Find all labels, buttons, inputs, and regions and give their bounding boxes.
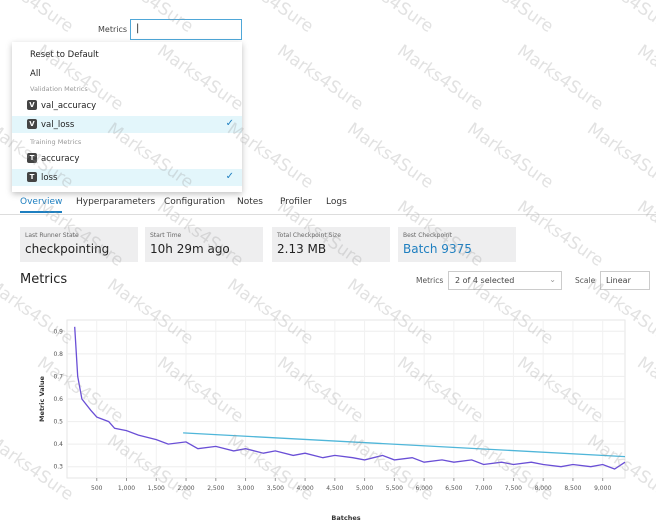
x-tick-label: 4,500	[326, 485, 343, 492]
watermark: Marks4Sure	[0, 0, 77, 37]
x-tick-label: 7,500	[505, 485, 522, 492]
watermark: Marks4Sure	[513, 197, 607, 271]
card-value: 10h 29m ago	[150, 242, 230, 256]
metric-badge: V	[27, 119, 37, 129]
y-axis-label: Metric Value	[38, 375, 46, 421]
check-icon: ✓	[225, 118, 234, 129]
chevron: ⌄	[549, 275, 556, 284]
metric-badge: T	[27, 172, 37, 182]
y-tick-label: 0.5	[53, 419, 63, 426]
metric-badge: T	[27, 153, 37, 163]
y-tick-label: 0.6	[53, 396, 63, 403]
y-tick-label: 0.7	[53, 373, 63, 380]
watermark: Marks4Sure	[633, 197, 656, 271]
metric-name: val_accuracy	[41, 101, 97, 111]
x-tick-label: 8,000	[535, 485, 552, 492]
y-tick-label: 0.4	[53, 441, 63, 448]
scale-label: Scale	[575, 276, 596, 285]
watermark: Marks4Sure	[513, 41, 607, 115]
metrics-select-value: 2 of 4 selected	[455, 276, 515, 285]
x-tick-label: 2,000	[177, 485, 194, 492]
metric-name: val_loss	[41, 120, 75, 130]
group-header: Training Metrics	[30, 138, 82, 146]
card-label: Total Checkpoint Size	[277, 232, 341, 239]
tab[interactable]: Notes	[237, 197, 263, 207]
y-tick-label: 0.3	[53, 464, 63, 471]
x-tick-label: 3,000	[237, 485, 254, 492]
watermark: Marks4Sure	[583, 0, 656, 37]
x-tick-label: 7,000	[475, 485, 492, 492]
menu-action-text: Reset to Default	[30, 50, 99, 60]
tab[interactable]: Profiler	[280, 197, 312, 207]
tab[interactable]: Hyperparameters	[76, 197, 156, 207]
metric-name: loss	[41, 173, 58, 183]
menu-action-text: All	[30, 69, 41, 79]
watermark: Marks4Sure	[273, 41, 367, 115]
tab[interactable]: Configuration	[164, 197, 226, 207]
card-value: 2.13 MB	[277, 242, 327, 256]
x-tick-label: 9,000	[594, 485, 611, 492]
x-axis-label: Batches	[331, 514, 360, 522]
x-tick-label: 8,500	[564, 485, 581, 492]
scale-value: Linear	[606, 276, 631, 285]
metric-badge: V	[27, 100, 37, 110]
watermark: Marks4Sure	[463, 0, 557, 37]
scale-select[interactable]: Linear	[600, 271, 650, 290]
tab-divider	[0, 214, 656, 215]
check-icon: ✓	[225, 171, 234, 182]
summary-card: Start Time 10h 29m ago	[145, 227, 263, 262]
x-tick-label: 6,500	[445, 485, 462, 492]
series-line	[74, 326, 626, 470]
caret: |	[136, 23, 140, 34]
menu-action[interactable]: Reset to Default	[12, 46, 242, 63]
menu-action[interactable]: All	[12, 65, 242, 82]
card-label: Start Time	[150, 232, 182, 239]
x-tick-label: 1,500	[148, 485, 165, 492]
watermark: Marks4Sure	[583, 119, 656, 193]
metrics-select[interactable]: 2 of 4 selected ⌄	[448, 271, 562, 290]
x-tick-label: 5,500	[386, 485, 403, 492]
metrics-input[interactable]: |	[130, 19, 242, 40]
x-tick-label: 3,500	[267, 485, 284, 492]
summary-card: Best Checkpoint Batch 9375	[398, 227, 516, 262]
x-tick-label: 1,000	[118, 485, 135, 492]
card-label: Best Checkpoint	[403, 232, 452, 239]
metric-name: accuracy	[41, 154, 80, 164]
series-line	[183, 432, 626, 458]
x-tick-label: 500	[91, 485, 103, 492]
y-tick-label: 0.8	[53, 351, 63, 358]
watermark: Marks4Sure	[343, 0, 437, 37]
x-tick-label: 2,500	[207, 485, 224, 492]
tab[interactable]: Overview	[20, 197, 63, 213]
metrics-filter-label: Metrics	[416, 276, 444, 285]
card-label: Last Runner State	[25, 232, 79, 239]
y-tick-label: 0.9	[53, 328, 63, 335]
chart: 0.3 0.4 0.5 0.6 0.7 0.8 0.9 500 1,000 1,500 2,000 2…	[38, 319, 626, 522]
group-header: Validation Metrics	[30, 85, 88, 93]
watermark: Marks4Sure	[343, 119, 437, 193]
watermark: Marks4Sure	[633, 41, 656, 115]
card-value[interactable]: Batch 9375	[403, 242, 472, 256]
watermark: Marks4Sure	[463, 119, 557, 193]
summary-card: Total Checkpoint Size 2.13 MB	[272, 227, 390, 262]
tab[interactable]: Logs	[326, 197, 347, 207]
x-tick-label: 5,000	[356, 485, 373, 492]
summary-card: Last Runner State checkpointing	[20, 227, 138, 262]
card-value: checkpointing	[25, 242, 110, 256]
metrics-input-label: Metrics	[98, 25, 128, 34]
x-tick-label: 4,000	[296, 485, 313, 492]
watermark: Marks4Sure	[393, 41, 487, 115]
x-tick-label: 6,000	[416, 485, 433, 492]
metrics-heading: Metrics	[20, 272, 68, 287]
